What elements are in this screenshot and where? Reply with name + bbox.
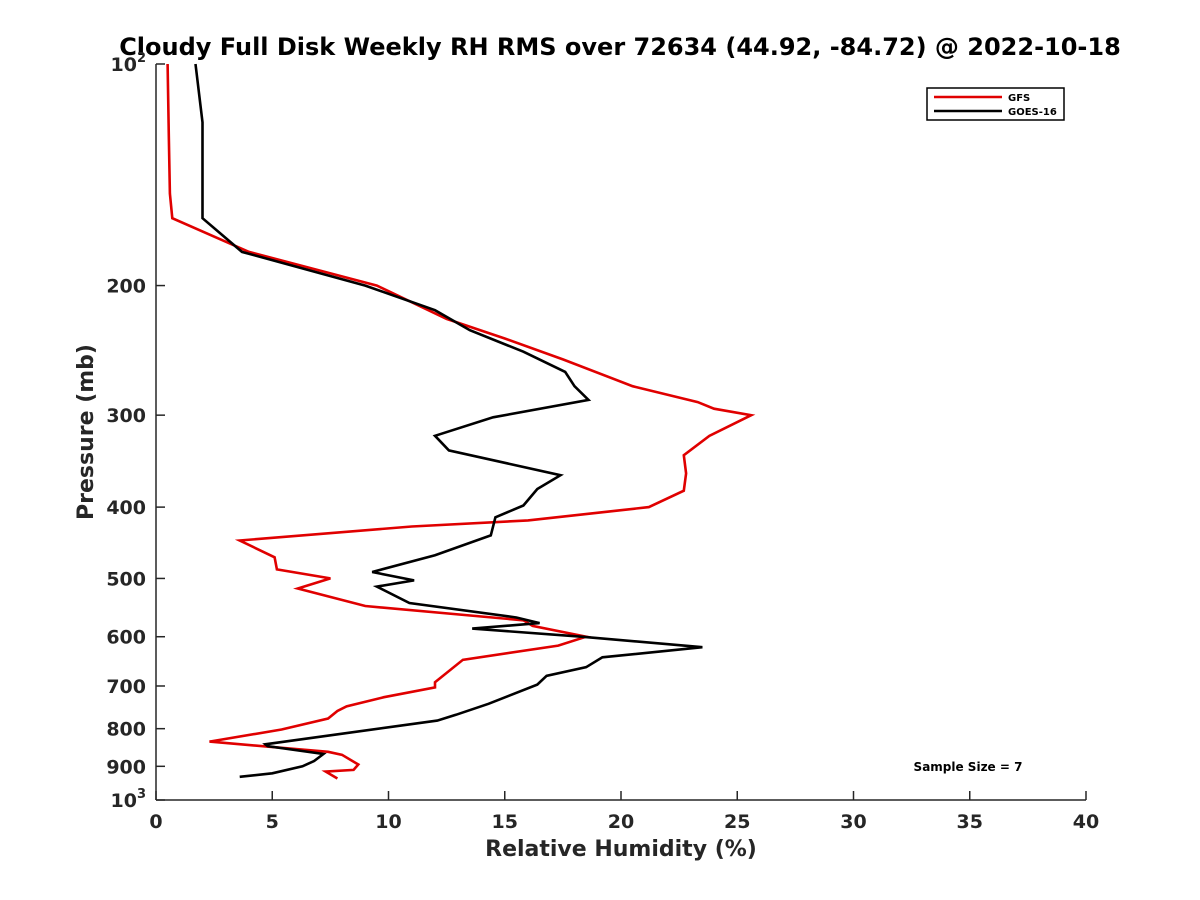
series-line-gfs — [166, 63, 756, 780]
y-tick-label-600: 600 — [106, 627, 146, 649]
plot-area — [155, 64, 1086, 801]
series-line-goes-16 — [194, 63, 703, 779]
y-tick-label-700: 700 — [106, 676, 146, 698]
y-tick-label-900: 900 — [106, 756, 146, 778]
legend-box — [926, 87, 1065, 121]
y-tick-label-100: 102 — [111, 51, 147, 76]
x-axis-label: Relative Humidity (%) — [485, 837, 757, 862]
y-tick-label-1000: 103 — [111, 787, 147, 812]
chart-title: Cloudy Full Disk Weekly RH RMS over 7263… — [119, 33, 1121, 61]
x-tick-label-15: 15 — [492, 811, 518, 833]
y-tick-label-300: 300 — [106, 405, 146, 427]
x-tick-label-40: 40 — [1073, 811, 1099, 833]
x-tick-label-20: 20 — [608, 811, 634, 833]
legend-label-gfs: GFS — [1008, 93, 1030, 104]
y-tick-label-200: 200 — [106, 276, 146, 298]
sample-size-annotation: Sample Size = 7 — [914, 760, 1023, 774]
legend-items: GFS GOES-16 — [934, 93, 1057, 118]
legend: GFS GOES-16 — [926, 87, 1065, 121]
y-axis-ticks: 102 200 300 400 500 600 700 800 900 103 — [106, 51, 165, 812]
y-tick-label-400: 400 — [106, 497, 146, 519]
x-tick-label-30: 30 — [840, 811, 866, 833]
x-tick-label-10: 10 — [375, 811, 401, 833]
series-layer — [166, 63, 756, 780]
x-tick-label-35: 35 — [957, 811, 983, 833]
y-tick-label-500: 500 — [106, 568, 146, 590]
x-axis-ticks: 0 5 10 15 20 25 30 35 40 — [149, 791, 1099, 833]
y-axis-label: Pressure (mb) — [74, 344, 99, 520]
x-tick-label-25: 25 — [724, 811, 750, 833]
legend-label-goes-16: GOES-16 — [1008, 107, 1057, 118]
x-tick-label-5: 5 — [266, 811, 279, 833]
y-tick-label-800: 800 — [106, 719, 146, 741]
x-tick-label-0: 0 — [149, 811, 162, 833]
